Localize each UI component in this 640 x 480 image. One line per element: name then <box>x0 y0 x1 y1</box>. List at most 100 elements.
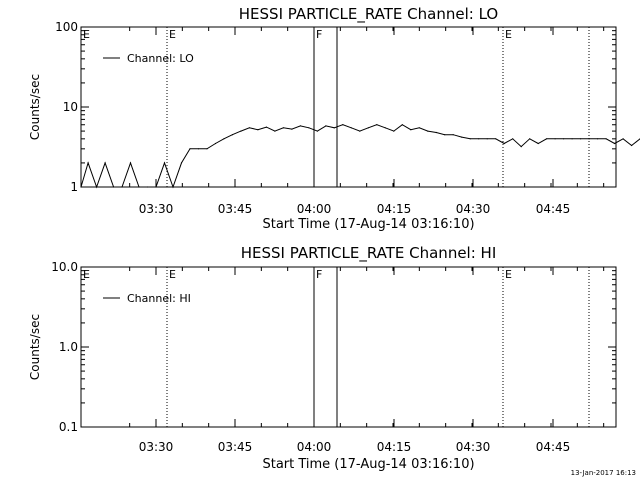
data-point <box>104 162 106 164</box>
data-point <box>427 130 429 132</box>
x-tick-label: 03:30 <box>139 440 174 454</box>
data-point <box>231 134 233 136</box>
data-point <box>96 186 98 188</box>
event-marker-label: E <box>505 28 512 41</box>
data-point <box>597 138 599 140</box>
chart-title: HESSI PARTICLE_RATE Channel: LO <box>239 5 498 24</box>
data-point <box>240 130 242 132</box>
data-point <box>512 138 514 140</box>
y-tick-label: 10.0 <box>51 260 78 274</box>
data-point <box>206 148 208 150</box>
x-tick-label: 04:30 <box>456 202 491 216</box>
data-point <box>401 124 403 126</box>
data-point <box>129 162 132 164</box>
data-point <box>529 138 531 140</box>
data-point <box>80 186 82 188</box>
data-point <box>113 186 115 188</box>
data-point <box>214 142 217 145</box>
data-point <box>571 138 573 140</box>
chart-title: HESSI PARTICLE_RATE Channel: HI <box>241 244 497 263</box>
data-point <box>274 130 276 132</box>
data-point <box>452 134 454 136</box>
event-marker-label: F <box>316 28 322 41</box>
data-point <box>605 138 607 140</box>
data-point <box>495 138 497 140</box>
x-axis-label: Start Time (17-Aug-14 03:16:10) <box>262 457 474 472</box>
data-point <box>418 127 420 129</box>
data-point <box>121 186 123 188</box>
event-marker-label: E <box>505 268 512 281</box>
data-point <box>367 127 369 129</box>
x-tick-label: 03:30 <box>139 202 174 216</box>
x-tick-label: 04:00 <box>297 440 332 454</box>
data-point <box>614 142 616 145</box>
data-point <box>189 148 191 150</box>
data-point <box>393 130 395 132</box>
x-tick-label: 04:00 <box>297 202 332 216</box>
data-point <box>588 138 590 140</box>
data-point <box>350 127 352 129</box>
data-point <box>282 127 284 129</box>
chart-panel-lo: HESSI PARTICLE_RATE Channel: LO 1 10 100 03:… <box>28 5 640 232</box>
event-marker-label: E <box>169 268 176 281</box>
series-line-lo <box>80 124 640 189</box>
data-point <box>469 138 471 140</box>
data-point <box>172 186 174 188</box>
data-point <box>180 162 183 164</box>
data-point <box>631 144 633 147</box>
data-point <box>265 126 267 128</box>
data-point <box>325 125 327 127</box>
data-point <box>333 127 335 129</box>
data-point <box>155 186 157 188</box>
legend-label: Channel: HI <box>127 292 191 305</box>
event-marker-label: E <box>83 268 90 281</box>
x-tick-label: 03:45 <box>218 440 253 454</box>
event-marker-label: E <box>83 28 90 41</box>
y-axis-label: Counts/sec <box>28 74 42 140</box>
x-tick-label: 04:45 <box>536 440 571 454</box>
plot-frame <box>80 26 617 188</box>
data-point <box>291 128 293 130</box>
data-point <box>563 138 565 140</box>
data-point <box>537 142 539 145</box>
data-point <box>308 127 310 129</box>
data-point <box>546 138 548 140</box>
data-point <box>299 125 301 127</box>
data-point <box>197 148 200 150</box>
event-marker-label: F <box>316 268 322 281</box>
plot-frame <box>80 266 617 428</box>
data-point <box>435 131 437 134</box>
data-point <box>223 138 225 140</box>
data-point <box>146 186 149 188</box>
data-point <box>461 136 463 138</box>
data-point <box>376 124 378 126</box>
data-point <box>138 186 140 188</box>
data-point <box>257 129 259 131</box>
data-point <box>316 130 318 132</box>
x-tick-label: 04:15 <box>377 202 412 216</box>
data-point <box>520 146 522 148</box>
y-tick-label: 10 <box>63 100 78 114</box>
data-point <box>384 127 386 129</box>
data-point <box>580 138 582 140</box>
x-axis-label: Start Time (17-Aug-14 03:16:10) <box>262 217 474 232</box>
y-tick-label: 1.0 <box>59 340 78 354</box>
x-tick-label: 04:15 <box>377 440 412 454</box>
x-tick-label: 04:30 <box>456 440 491 454</box>
y-tick-label: 100 <box>55 20 78 34</box>
y-tick-label: 1 <box>70 180 78 194</box>
y-tick-label: 0.1 <box>59 420 78 434</box>
data-point <box>503 142 505 145</box>
y-axis-label: Counts/sec <box>28 314 42 380</box>
data-point <box>163 162 166 164</box>
generation-timestamp: 13-Jan-2017 16:13 <box>571 469 636 477</box>
data-point <box>87 162 89 164</box>
legend-label: Channel: LO <box>127 52 194 65</box>
x-tick-label: 04:45 <box>536 202 571 216</box>
data-point <box>478 138 480 140</box>
data-point <box>248 127 250 129</box>
data-point <box>444 134 446 136</box>
data-point <box>622 138 624 140</box>
data-point <box>554 138 556 140</box>
